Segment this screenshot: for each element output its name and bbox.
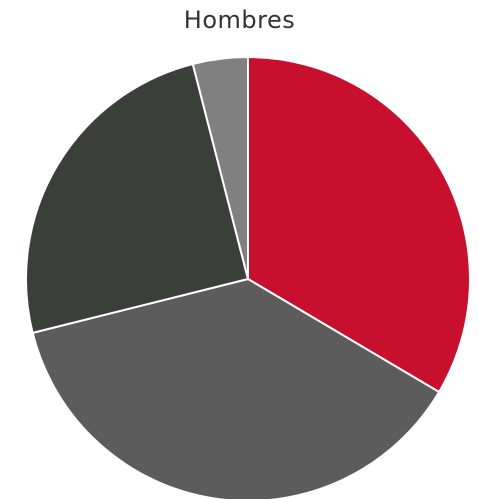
pie-slice-4 [191, 56, 249, 280]
chart-title: Hombres [183, 6, 296, 34]
pie-slice-3 [25, 62, 249, 334]
pie-slice-1 [247, 56, 471, 394]
pie-slices [25, 56, 471, 499]
